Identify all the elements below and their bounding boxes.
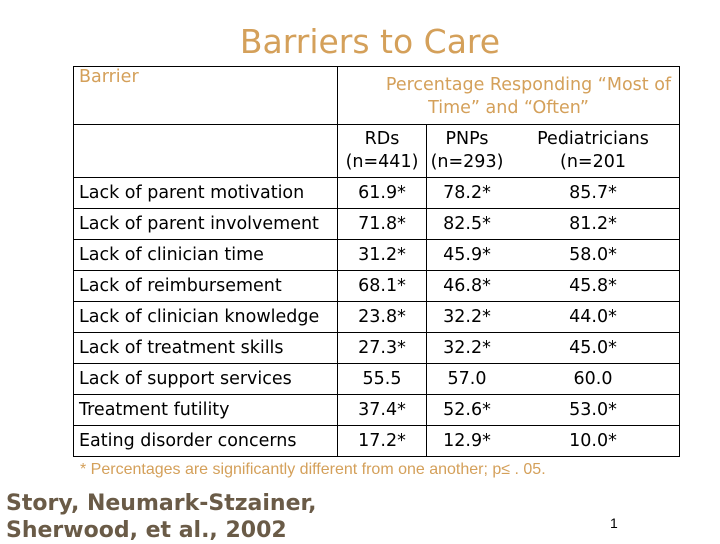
rd-value: 68.1* <box>337 270 427 302</box>
subheader-pnps-n: (n=293) <box>430 152 504 172</box>
table-header-row: Barrier Percentage Responding “Most of T… <box>73 66 680 125</box>
table-row: Treatment futility 37.4* 52.6* 53.0* <box>73 394 680 426</box>
pediatrician-value: 45.8* <box>507 270 680 302</box>
slide-title: Barriers to Care <box>239 22 501 61</box>
pnp-value: 82.5* <box>426 208 507 240</box>
subheader-rds-name: RDs <box>364 129 400 149</box>
pediatrician-value: 10.0* <box>507 425 680 457</box>
barrier-label: Eating disorder concerns <box>73 425 338 457</box>
barrier-label: Lack of support services <box>73 363 338 395</box>
barrier-label: Treatment futility <box>73 394 338 426</box>
barrier-label: Lack of parent motivation <box>73 177 338 209</box>
subheader-rds-n: (n=441) <box>345 152 419 172</box>
subheader-pnps-name: PNPs <box>445 129 489 149</box>
barrier-label: Lack of clinician time <box>73 239 338 271</box>
table-row: Lack of clinician time 31.2* 45.9* 58.0* <box>73 239 680 271</box>
pediatrician-value: 81.2* <box>507 208 680 240</box>
rd-value: 55.5 <box>337 363 427 395</box>
header-percentage: Percentage Responding “Most of Time” and… <box>338 67 680 125</box>
table-row: Eating disorder concerns 17.2* 12.9* 10.… <box>73 425 680 457</box>
barriers-table: Barrier Percentage Responding “Most of T… <box>73 66 680 457</box>
pnp-value: 52.6* <box>426 394 507 426</box>
subheader-pediatricians: Pediatricians (n=201 <box>507 124 680 178</box>
subheader-pediatricians-name: Pediatricians <box>537 129 649 149</box>
subheader-pnps: PNPs (n=293) <box>426 124 507 178</box>
table-row: Lack of support services 55.5 57.0 60.0 <box>73 363 680 395</box>
citation-line2: Sherwood, et al., 2002 <box>6 518 287 543</box>
subheader-pediatricians-n: (n=201 <box>560 152 626 172</box>
pnp-value: 12.9* <box>426 425 507 457</box>
pediatrician-value: 53.0* <box>507 394 680 426</box>
page-number: 1 <box>610 515 618 531</box>
table-row: Lack of reimbursement 68.1* 46.8* 45.8* <box>73 270 680 302</box>
pediatrician-value: 45.0* <box>507 332 680 364</box>
table-row: Lack of treatment skills 27.3* 32.2* 45.… <box>73 332 680 364</box>
subheader-empty-cell <box>73 124 338 178</box>
header-percentage-line2: Time” and “Often” <box>428 98 589 118</box>
rd-value: 37.4* <box>337 394 427 426</box>
rd-value: 31.2* <box>337 239 427 271</box>
table-row: Lack of parent motivation 61.9* 78.2* 85… <box>73 177 680 209</box>
pediatrician-value: 58.0* <box>507 239 680 271</box>
rd-value: 17.2* <box>337 425 427 457</box>
header-percentage-line1: Percentage Responding “Most of <box>385 75 672 95</box>
table-row: Lack of clinician knowledge 23.8* 32.2* … <box>73 301 680 333</box>
table-subheader-row: RDs (n=441) PNPs (n=293) Pediatricians (… <box>73 124 680 178</box>
subheader-rds: RDs (n=441) <box>337 124 427 178</box>
pnp-value: 78.2* <box>426 177 507 209</box>
barrier-label: Lack of parent involvement <box>73 208 338 240</box>
pediatrician-value: 60.0 <box>507 363 680 395</box>
header-barrier: Barrier <box>73 66 338 125</box>
citation: Story, Neumark-Stzainer, Sherwood, et al… <box>6 490 316 544</box>
barrier-label: Lack of clinician knowledge <box>73 301 338 333</box>
rd-value: 71.8* <box>337 208 427 240</box>
pnp-value: 32.2* <box>426 301 507 333</box>
pnp-value: 46.8* <box>426 270 507 302</box>
table-row: Lack of parent involvement 71.8* 82.5* 8… <box>73 208 680 240</box>
pnp-value: 32.2* <box>426 332 507 364</box>
pediatrician-value: 85.7* <box>507 177 680 209</box>
pnp-value: 45.9* <box>426 239 507 271</box>
rd-value: 27.3* <box>337 332 427 364</box>
barrier-label: Lack of reimbursement <box>73 270 338 302</box>
citation-line1: Story, Neumark-Stzainer, <box>6 491 317 516</box>
barrier-label: Lack of treatment skills <box>73 332 338 364</box>
pediatrician-value: 44.0* <box>507 301 680 333</box>
rd-value: 23.8* <box>337 301 427 333</box>
significance-footnote: * Percentages are significantly differen… <box>80 461 546 478</box>
rd-value: 61.9* <box>337 177 427 209</box>
pnp-value: 57.0 <box>426 363 507 395</box>
